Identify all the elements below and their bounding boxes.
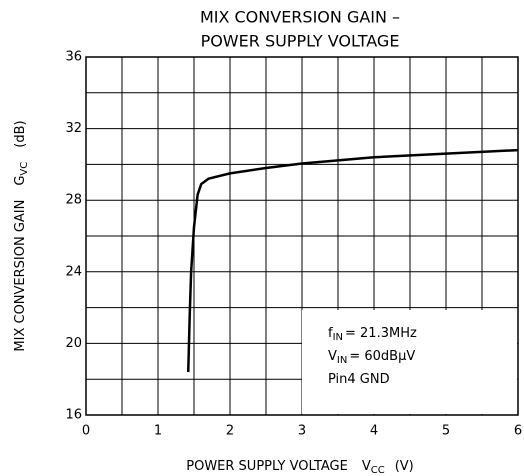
x-tick-label: 6 bbox=[514, 424, 522, 439]
annotation: fIN = 21.3MHz bbox=[328, 326, 417, 344]
plot-frame bbox=[85, 56, 519, 416]
annotation-subscript: IN bbox=[333, 332, 343, 343]
annotation-subscript: IN bbox=[337, 355, 347, 366]
chart-title: MIX CONVERSION GAIN – bbox=[200, 8, 400, 27]
y-axis-label-unit: (dB) bbox=[13, 120, 28, 147]
y-axis-label-symbol: G bbox=[13, 176, 28, 186]
y-axis-label-subscript: VC bbox=[19, 162, 30, 176]
y-tick-label: 32 bbox=[65, 121, 82, 136]
x-tick-label: 2 bbox=[226, 424, 234, 439]
annotation-text: Pin4 GND bbox=[328, 372, 390, 387]
y-axis-label: MIX CONVERSION GAIN GVC (dB) bbox=[13, 120, 31, 351]
annotation: Pin4 GND bbox=[328, 372, 390, 387]
x-tick-label: 1 bbox=[154, 424, 162, 439]
annotation-symbol: V bbox=[328, 349, 337, 364]
y-tick-label: 28 bbox=[65, 193, 82, 208]
x-axis-label-symbol: V bbox=[362, 459, 371, 474]
x-tick-label: 3 bbox=[298, 424, 306, 439]
x-axis-label-subscript: CC bbox=[371, 465, 385, 476]
annotation-box bbox=[302, 310, 517, 414]
y-tick-label: 24 bbox=[65, 264, 82, 279]
x-tick-label: 0 bbox=[82, 424, 90, 439]
x-tick-label: 4 bbox=[370, 424, 378, 439]
y-tick-label: 16 bbox=[65, 408, 82, 423]
annotation-text: = 60dBμV bbox=[349, 349, 415, 364]
y-axis-label-text: MIX CONVERSION GAIN bbox=[13, 200, 28, 352]
annotation: VIN = 60dBμV bbox=[328, 349, 415, 367]
x-axis-label-unit: (V) bbox=[395, 459, 414, 474]
y-tick-label: 36 bbox=[65, 50, 82, 65]
x-axis-label: POWER SUPPLY VOLTAGE VCC (V) bbox=[186, 459, 414, 476]
y-tick-label: 20 bbox=[65, 336, 82, 351]
annotation-symbol: f bbox=[328, 326, 333, 341]
data-line bbox=[186, 148, 519, 373]
chart-title: POWER SUPPLY VOLTAGE bbox=[201, 32, 400, 51]
x-axis-label-text: POWER SUPPLY VOLTAGE bbox=[186, 459, 348, 474]
x-tick-label: 5 bbox=[442, 424, 450, 439]
annotation-text: = 21.3MHz bbox=[345, 326, 417, 341]
